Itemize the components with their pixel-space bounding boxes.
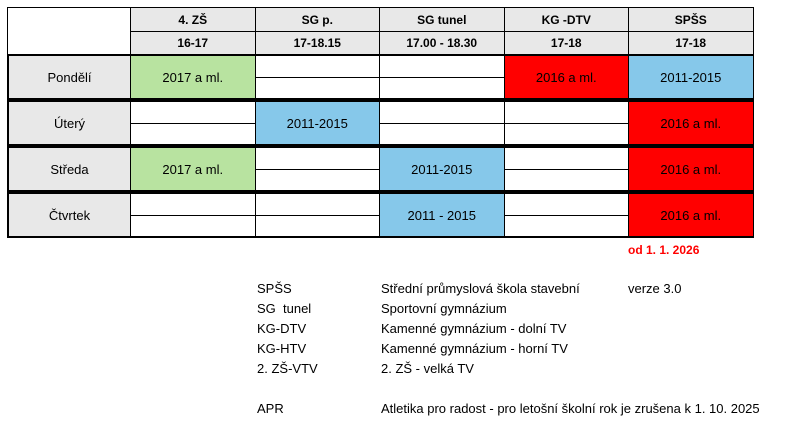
empty-slot — [254, 146, 380, 170]
slot-cell: 2011-2015 — [628, 54, 754, 100]
slot-cell: 2011-2015 — [254, 100, 380, 146]
version: verze 3.0 — [628, 281, 682, 296]
slot-cell: 2016 a ml. — [503, 54, 629, 100]
venue-header: SG tunel — [379, 7, 505, 32]
legend-abbr: KG-HTV — [257, 341, 307, 356]
legend-abbr: KG-DTV — [257, 321, 307, 336]
empty-slot — [503, 123, 629, 146]
slot-cell: 2016 a ml. — [628, 146, 754, 192]
legend-abbr: 2. ZŠ-VTV — [257, 361, 318, 376]
legend-name: Kamenné gymnázium - dolní TV — [381, 321, 567, 336]
empty-slot — [379, 54, 505, 78]
day-label: Čtvrtek — [7, 192, 131, 238]
legend-abbr: SPŠS — [257, 281, 292, 296]
slot-cell: 2011-2015 — [379, 146, 505, 192]
empty-slot — [254, 215, 380, 238]
legend-name: Sportovní gymnázium — [381, 301, 507, 316]
venue-header: SG p. — [254, 7, 380, 32]
time-header: 16-17 — [130, 31, 256, 55]
day-label: Pondělí — [7, 54, 131, 100]
empty-slot — [379, 100, 505, 124]
empty-slot — [254, 169, 380, 192]
time-header: 17-18.15 — [254, 31, 380, 55]
time-header: 17-18 — [628, 31, 754, 55]
slot-cell: 2016 a ml. — [628, 100, 754, 146]
legend-name: 2. ZŠ - velká TV — [381, 361, 474, 376]
empty-slot — [503, 215, 629, 238]
legend-abbr: SG tunel — [257, 301, 312, 316]
venue-header: SPŠS — [628, 7, 754, 32]
empty-slot — [254, 192, 380, 216]
time-header: 17.00 - 18.30 — [379, 31, 505, 55]
empty-slot — [503, 169, 629, 192]
empty-slot — [130, 215, 256, 238]
slot-cell: 2017 a ml. — [130, 54, 256, 100]
empty-slot — [254, 77, 380, 100]
corner-cell — [7, 7, 131, 55]
day-label: Středa — [7, 146, 131, 192]
venue-header: 4. ZŠ — [130, 7, 256, 32]
venue-header: KG -DTV — [503, 7, 629, 32]
day-label: Úterý — [7, 100, 131, 146]
empty-slot — [503, 192, 629, 216]
slot-cell: 2011 - 2015 — [379, 192, 505, 238]
empty-slot — [379, 123, 505, 146]
empty-slot — [503, 100, 629, 124]
spss-note: od 1. 1. 2026 — [628, 243, 700, 257]
slot-cell: 2017 a ml. — [130, 146, 256, 192]
slot-cell: 2016 a ml. — [628, 192, 754, 238]
empty-slot — [254, 54, 380, 78]
notice-abbr: APR — [257, 401, 284, 416]
empty-slot — [130, 192, 256, 216]
legend-name: Kamenné gymnázium - horní TV — [381, 341, 568, 356]
empty-slot — [379, 77, 505, 100]
legend-name: Střední průmyslová škola stavební — [381, 281, 580, 296]
empty-slot — [130, 100, 256, 124]
notice-text: Atletika pro radost - pro letošní školní… — [381, 401, 760, 416]
empty-slot — [130, 123, 256, 146]
empty-slot — [503, 146, 629, 170]
time-header: 17-18 — [503, 31, 629, 55]
